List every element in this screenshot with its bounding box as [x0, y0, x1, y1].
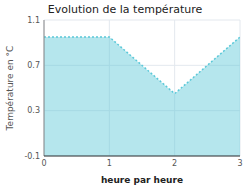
x-tick-label: 0 [41, 159, 46, 168]
y-axis-line [44, 20, 45, 156]
line [44, 37, 240, 94]
axes: -0.1 0.3 0.7 1.1 0 1 2 3 [24, 16, 242, 169]
area [44, 37, 240, 156]
y-tick-label: -0.1 [24, 152, 40, 161]
y-tick-label: 0.3 [27, 106, 40, 115]
x-tick-label: 1 [107, 159, 112, 168]
y-tick-label: 1.1 [27, 16, 40, 25]
grid-line-y [44, 156, 240, 157]
grid-line-y [44, 20, 240, 21]
grid [44, 20, 240, 156]
y-axis-label: Température en °C [5, 46, 15, 132]
x-tick-label: 3 [237, 159, 242, 168]
y-tick-label: 0.7 [27, 61, 40, 70]
grid-line-x [44, 20, 45, 156]
chart-svg: -0.1 0.3 0.7 1.1 0 1 2 3 heure par heure Températ… [0, 0, 250, 188]
x-axis-line [44, 156, 240, 157]
plot-area [44, 37, 240, 156]
chart-container: -0.1 0.3 0.7 1.1 0 1 2 3 heure par heure Températ… [0, 0, 250, 188]
title: Evolution de la température [48, 3, 203, 16]
x-axis-label: heure par heure [101, 175, 183, 185]
x-tick-label: 2 [172, 159, 177, 168]
